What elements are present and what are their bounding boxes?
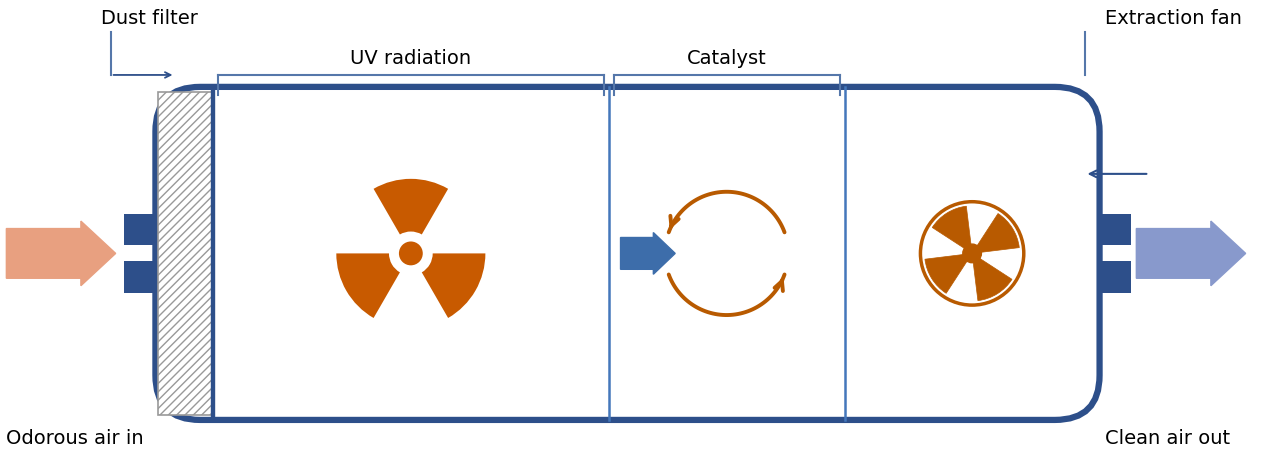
Bar	[159, 93, 212, 415]
Text: Odorous air in: Odorous air in	[6, 428, 143, 447]
Text: Extraction fan: Extraction fan	[1105, 9, 1242, 28]
Text: Catalyst: Catalyst	[687, 49, 767, 68]
Circle shape	[399, 242, 422, 266]
Text: Clean air out: Clean air out	[1105, 428, 1230, 447]
Wedge shape	[972, 254, 1012, 301]
Bar	[159, 93, 212, 415]
Bar	[124, 262, 155, 294]
Bar	[124, 214, 155, 246]
Text: UV radiation: UV radiation	[351, 49, 471, 68]
FancyArrow shape	[1137, 222, 1245, 286]
Wedge shape	[422, 254, 485, 318]
Wedge shape	[374, 179, 448, 235]
Bar	[1100, 214, 1132, 246]
FancyArrow shape	[6, 222, 115, 286]
Text: Dust filter: Dust filter	[101, 9, 197, 28]
Wedge shape	[972, 214, 1019, 254]
Circle shape	[963, 245, 982, 263]
Wedge shape	[925, 254, 972, 294]
FancyArrow shape	[621, 233, 676, 275]
Wedge shape	[337, 254, 399, 318]
Bar	[1100, 262, 1132, 294]
Wedge shape	[932, 207, 972, 254]
FancyBboxPatch shape	[155, 88, 1100, 420]
